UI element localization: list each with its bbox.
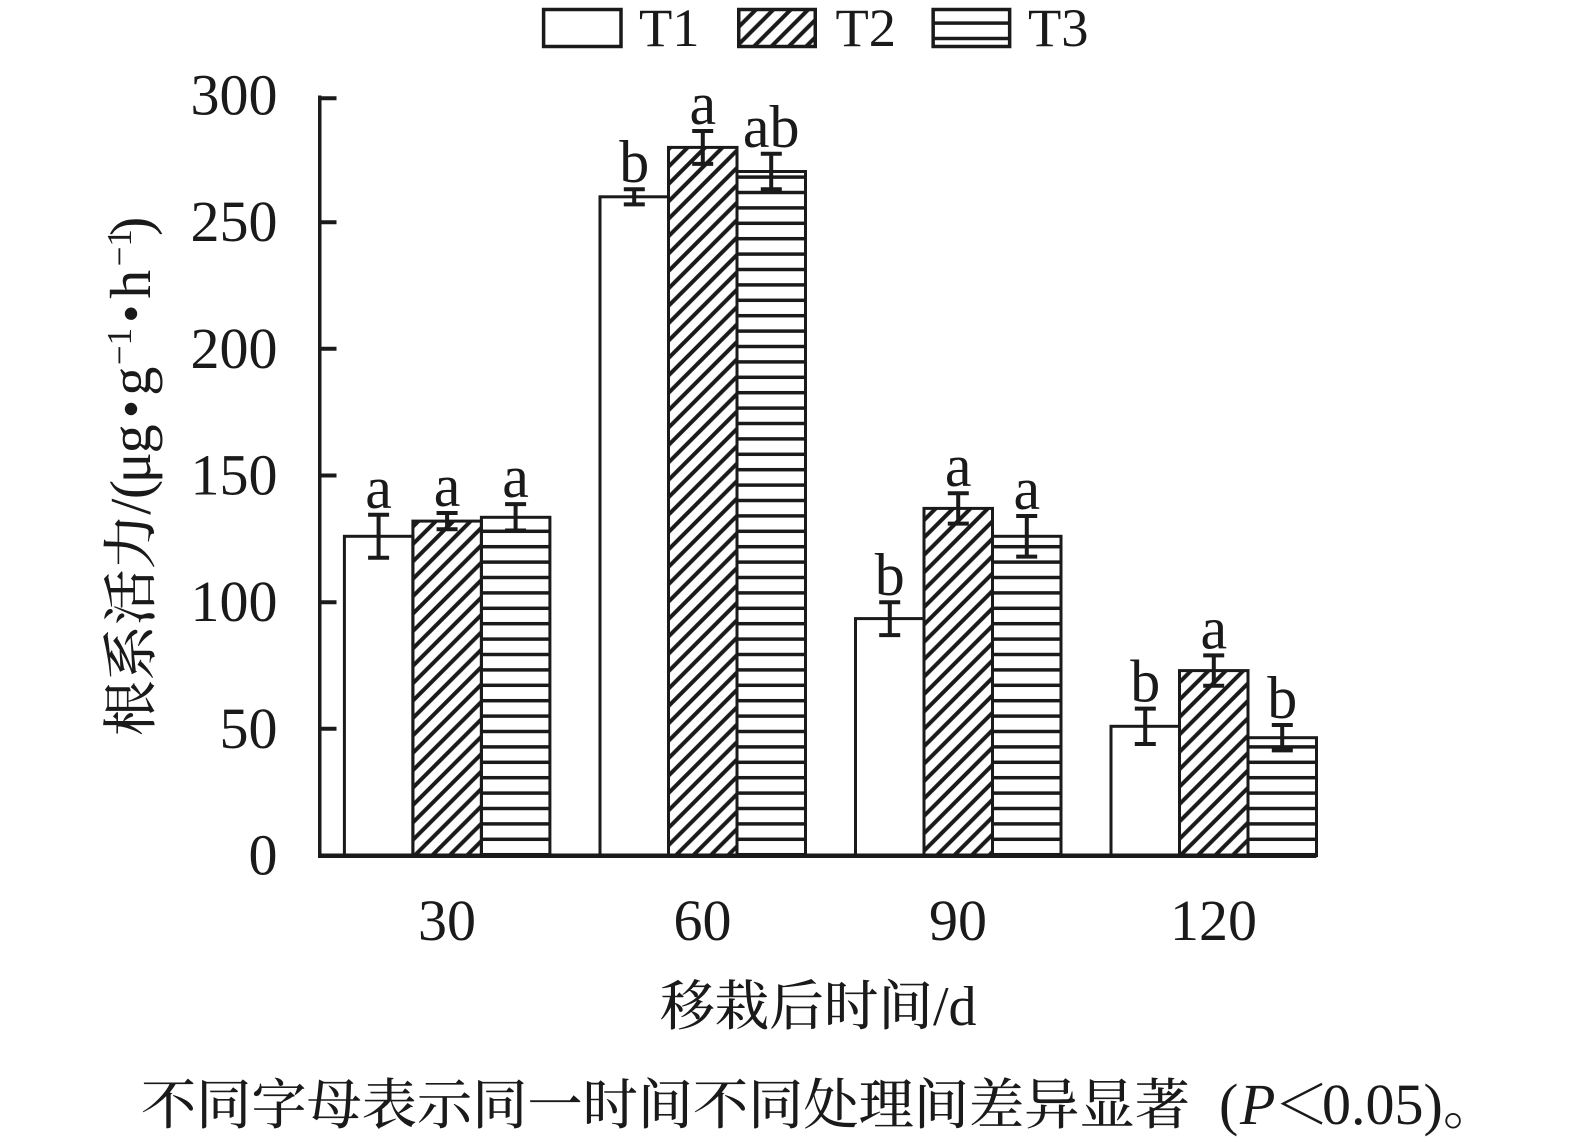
svg-text:100: 100 (191, 569, 278, 634)
svg-text:150: 150 (191, 443, 278, 508)
svg-text:a: a (1200, 595, 1227, 661)
svg-text:250: 250 (191, 189, 278, 254)
svg-text:a: a (1013, 456, 1040, 522)
svg-text:0.05): 0.05) (1322, 1072, 1443, 1137)
svg-text:30: 30 (418, 888, 476, 953)
svg-text:200: 200 (191, 316, 278, 381)
svg-text:a: a (502, 444, 529, 510)
svg-text:b: b (1267, 665, 1297, 731)
svg-text:T3: T3 (1028, 0, 1089, 58)
svg-text:b: b (875, 542, 905, 608)
svg-text:b: b (1130, 649, 1160, 715)
svg-text:ab: ab (743, 94, 800, 160)
svg-text:a: a (434, 453, 461, 519)
svg-text:P: P (1239, 1072, 1275, 1137)
svg-text:(: ( (1219, 1072, 1238, 1137)
svg-text:50: 50 (220, 696, 278, 761)
svg-text:a: a (365, 455, 392, 521)
svg-text:/d: /d (933, 976, 977, 1038)
svg-text:a: a (945, 433, 972, 499)
svg-text:60: 60 (674, 888, 732, 953)
svg-text:T2: T2 (836, 0, 897, 58)
svg-text:b: b (619, 129, 649, 195)
svg-text:0: 0 (249, 823, 278, 888)
svg-text:90: 90 (929, 888, 987, 953)
svg-text:a: a (689, 71, 716, 137)
svg-text:T1: T1 (639, 0, 700, 58)
svg-text:120: 120 (1170, 888, 1257, 953)
svg-text:300: 300 (191, 63, 278, 128)
